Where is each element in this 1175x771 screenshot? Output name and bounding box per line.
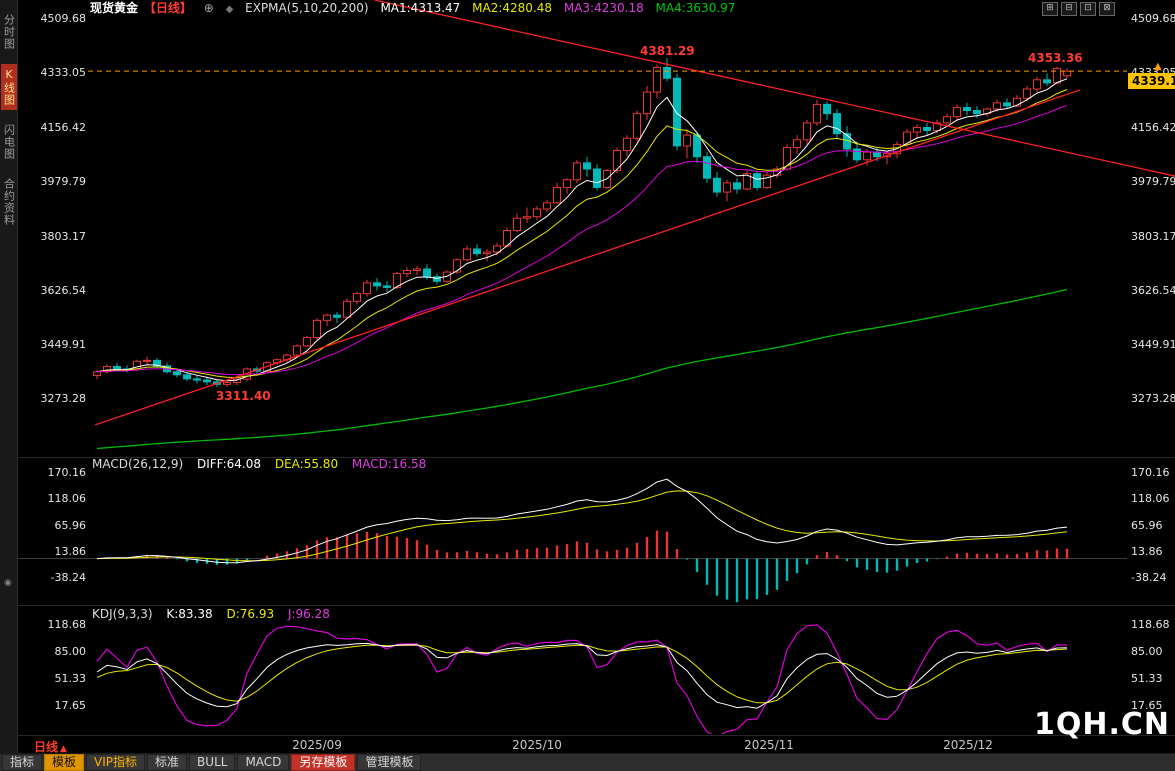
triangle-up-icon: ▲ [60,744,67,754]
macd-dea-value: DEA:55.80 [274,457,339,471]
price-axis-label: 3979.79 [1131,175,1175,188]
price-axis-label: 3979.79 [40,175,87,188]
date-axis-label: 2025/11 [744,738,794,752]
peak-price-annotation: 4381.29 [640,44,695,58]
chart-header: 现货黄金 【日线】 ⊕ ◆ EXPMA(5,10,20,200) MA1:431… [90,1,743,17]
macd-axis-label: 170.16 [1131,466,1170,479]
split-horizontal-icon[interactable]: ⊟ [1061,2,1077,16]
sidebar-item-lightning-chart[interactable]: 闪电图 [2,124,16,160]
price-axis-label: 4509.68 [1131,12,1175,25]
kdj-axis-label: 85.00 [1131,645,1163,658]
price-axis-label: 3626.54 [1131,284,1175,297]
kdj-header: KDJ(9,3,3) K:83.38 D:76.93 J:96.28 [92,607,340,621]
kdj-axis-label: 51.33 [54,672,87,685]
tile-grid-icon[interactable]: ⊞ [1042,2,1058,16]
macd-axis-label: -38.24 [50,571,86,584]
period-indicator-label: 日线 [34,740,59,754]
symbol-name: 现货黄金 [90,1,139,15]
close-layout-icon[interactable]: ⊠ [1099,2,1115,16]
macd-axis-label: 65.96 [1131,519,1163,532]
sidebar-bottom-icon[interactable]: ◉ [4,578,12,588]
kdj-j-value: J:96.28 [287,607,330,621]
price-axis-label: 4156.42 [1131,121,1175,134]
toolbar-template-button[interactable]: 模板 [44,754,85,771]
low-price-annotation: 3311.40 [216,389,271,403]
price-axis-label: 4156.42 [40,121,87,134]
macd-axis-label: 13.86 [54,545,87,558]
macd-diff-value: DIFF:64.08 [196,457,262,471]
price-axis-label: 3626.54 [40,284,87,297]
single-window-icon[interactable]: ⊡ [1080,2,1096,16]
kdj-axis-label: 85.00 [54,645,87,658]
kdj-axis-label: 17.65 [54,699,87,712]
toolbar-manage-template-button[interactable]: 管理模板 [357,754,422,771]
macd-axis-label: -38.24 [1131,571,1167,584]
latest-price-marker-icon[interactable]: ▲ [1154,61,1162,72]
price-axis-label: 3803.17 [40,230,87,243]
plus-circle-icon[interactable]: ⊕ [203,1,214,15]
price-axis-label: 3273.28 [1131,392,1175,405]
price-axis-label: 4509.68 [40,12,87,25]
macd-title: MACD(26,12,9) [92,457,184,471]
macd-axis-label: 118.06 [47,492,87,505]
diamond-icon: ◆ [225,4,234,15]
toolbar-save-template-button[interactable]: 另存模板 [291,754,356,771]
kdj-axis-label: 118.68 [47,618,87,631]
sidebar-item-contract-info[interactable]: 合约资料 [2,178,16,226]
kdj-axis-label: 17.65 [1131,699,1163,712]
toolbar-standard-button[interactable]: 标准 [147,754,188,771]
macd-macd-value: MACD:16.58 [351,457,427,471]
recent-high-annotation: 4353.36 [1028,51,1083,65]
period-tag: 【日线】 [143,1,192,15]
price-axis-label: 3449.91 [1131,338,1175,351]
ma1-value: MA1:4313.47 [380,1,461,15]
sidebar: 分时图 K线图 闪电图 合约资料 [0,0,18,753]
price-axis-label: 3449.91 [40,338,87,351]
date-axis-label: 2025/09 [292,738,342,752]
sidebar-item-kline-chart[interactable]: K线图 [0,64,17,110]
ma2-value: MA2:4280.48 [472,1,553,15]
macd-axis-label: 65.96 [54,519,87,532]
kdj-title: KDJ(9,3,3) [92,607,153,621]
last-price-badge: 4339.10 [1128,73,1175,89]
sidebar-item-time-chart[interactable]: 分时图 [2,14,16,50]
macd-axis-label: 118.06 [1131,492,1170,505]
kdj-k-value: K:83.38 [166,607,213,621]
toolbar-vip-indicators-button[interactable]: VIP指标 [86,754,146,771]
macd-axis-label: 13.86 [1131,545,1163,558]
ma3-value: MA3:4230.18 [563,1,644,15]
kdj-axis-label: 51.33 [1131,672,1163,685]
price-axis-label: 4333.05 [40,66,87,79]
ma4-value: MA4:3630.97 [655,1,736,15]
kdj-axis-label: 118.68 [1131,618,1170,631]
date-axis-label: 2025/10 [512,738,562,752]
toolbar-macd-button[interactable]: MACD [237,754,290,771]
price-axis-label: 3803.17 [1131,230,1175,243]
site-watermark: 1QH.CN [1034,707,1171,742]
bottom-toolbar: 指标 模板 VIP指标 标准 BULL MACD 另存模板 管理模板 [0,753,1175,771]
date-axis-label: 2025/12 [943,738,993,752]
price-axis-label: 3273.28 [40,392,87,405]
kdj-d-value: D:76.93 [226,607,275,621]
period-indicator[interactable]: 日线 ▲ [34,738,67,755]
expma-label: EXPMA(5,10,20,200) [245,1,369,15]
macd-axis-label: 170.16 [47,466,87,479]
macd-header: MACD(26,12,9) DIFF:64.08 DEA:55.80 MACD:… [92,457,436,471]
toolbar-bull-button[interactable]: BULL [189,754,236,771]
toolbar-indicators-button[interactable]: 指标 [2,754,43,771]
window-controls: ⊞ ⊟ ⊡ ⊠ [1042,2,1115,16]
